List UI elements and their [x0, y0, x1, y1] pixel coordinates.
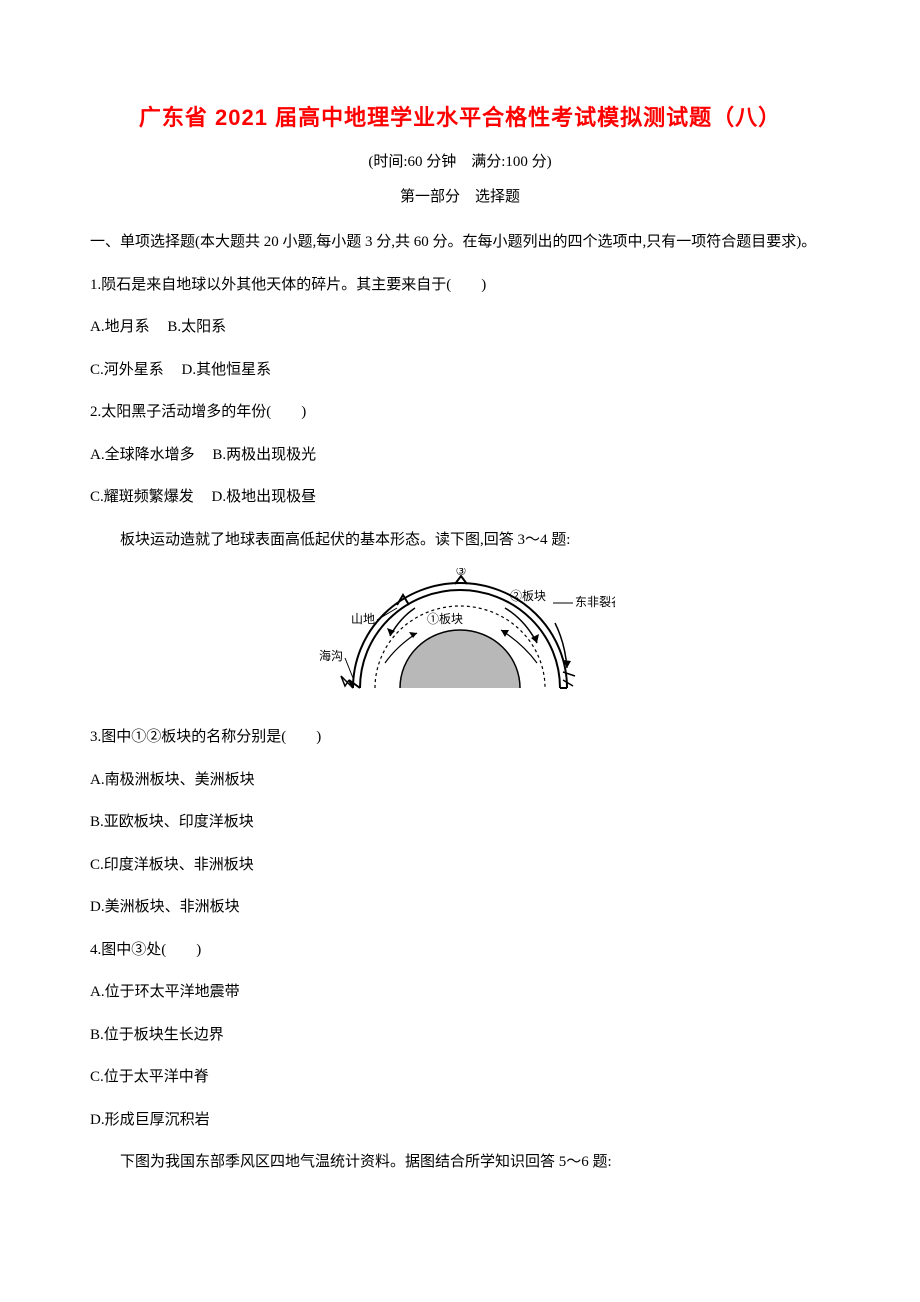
- q3-optB: B.亚欧板块、印度洋板块: [90, 808, 830, 837]
- q3-optC: C.印度洋板块、非洲板块: [90, 851, 830, 880]
- fig-label-3: ③: [456, 568, 467, 578]
- fig-label-mountain: 山地: [351, 612, 375, 626]
- q1-optC: C.河外星系: [90, 362, 164, 378]
- q1-optB: B.太阳系: [167, 319, 226, 335]
- page-title: 广东省 2021 届高中地理学业水平合格性考试模拟测试题（八）: [90, 100, 830, 132]
- q3-stem: 3.图中①②板块的名称分别是( ): [90, 723, 830, 752]
- exam-page: 广东省 2021 届高中地理学业水平合格性考试模拟测试题（八） (时间:60 分…: [0, 0, 920, 1302]
- q1-options-row1: A.地月系 B.太阳系: [90, 313, 830, 342]
- q2-options-row2: C.耀斑频繁爆发 D.极地出现极昼: [90, 483, 830, 512]
- q1-options-row2: C.河外星系 D.其他恒星系: [90, 356, 830, 385]
- fig-label-plate1: ①板块: [427, 612, 463, 626]
- q2-optB: B.两极出现极光: [212, 447, 316, 463]
- q2-optD: D.极地出现极昼: [212, 489, 317, 505]
- q1-optD: D.其他恒星系: [182, 362, 272, 378]
- q2-options-row1: A.全球降水增多 B.两极出现极光: [90, 441, 830, 470]
- q3-optA: A.南极洲板块、美洲板块: [90, 766, 830, 795]
- q1-optA: A.地月系: [90, 319, 150, 335]
- section-intro: 一、单项选择题(本大题共 20 小题,每小题 3 分,共 60 分。在每小题列出…: [90, 228, 830, 257]
- plate-diagram-icon: ③ ②板块 东非裂谷带 山地 ①板块 海沟: [305, 568, 615, 698]
- fig-label-trench: 海沟: [319, 648, 343, 663]
- passage-3-4: 板块运动造就了地球表面高低起伏的基本形态。读下图,回答 3～4 题:: [90, 526, 830, 555]
- q4-optB: B.位于板块生长边界: [90, 1021, 830, 1050]
- q2-optC: C.耀斑频繁爆发: [90, 489, 194, 505]
- meta-line: (时间:60 分钟 满分:100 分): [90, 150, 830, 171]
- q4-optC: C.位于太平洋中脊: [90, 1063, 830, 1092]
- q2-optA: A.全球降水增多: [90, 447, 195, 463]
- fig-label-rift: 东非裂谷带: [575, 595, 615, 609]
- section-header: 第一部分 选择题: [90, 185, 830, 206]
- q1-stem: 1.陨石是来自地球以外其他天体的碎片。其主要来自于( ): [90, 271, 830, 300]
- passage-5-6: 下图为我国东部季风区四地气温统计资料。据图结合所学知识回答 5～6 题:: [90, 1148, 830, 1177]
- figure-3-4: ③ ②板块 东非裂谷带 山地 ①板块 海沟: [90, 568, 830, 703]
- fig-label-plate2: ②板块: [510, 589, 546, 603]
- q2-stem: 2.太阳黑子活动增多的年份( ): [90, 398, 830, 427]
- q4-stem: 4.图中③处( ): [90, 936, 830, 965]
- q4-optA: A.位于环太平洋地震带: [90, 978, 830, 1007]
- q4-optD: D.形成巨厚沉积岩: [90, 1106, 830, 1135]
- q3-optD: D.美洲板块、非洲板块: [90, 893, 830, 922]
